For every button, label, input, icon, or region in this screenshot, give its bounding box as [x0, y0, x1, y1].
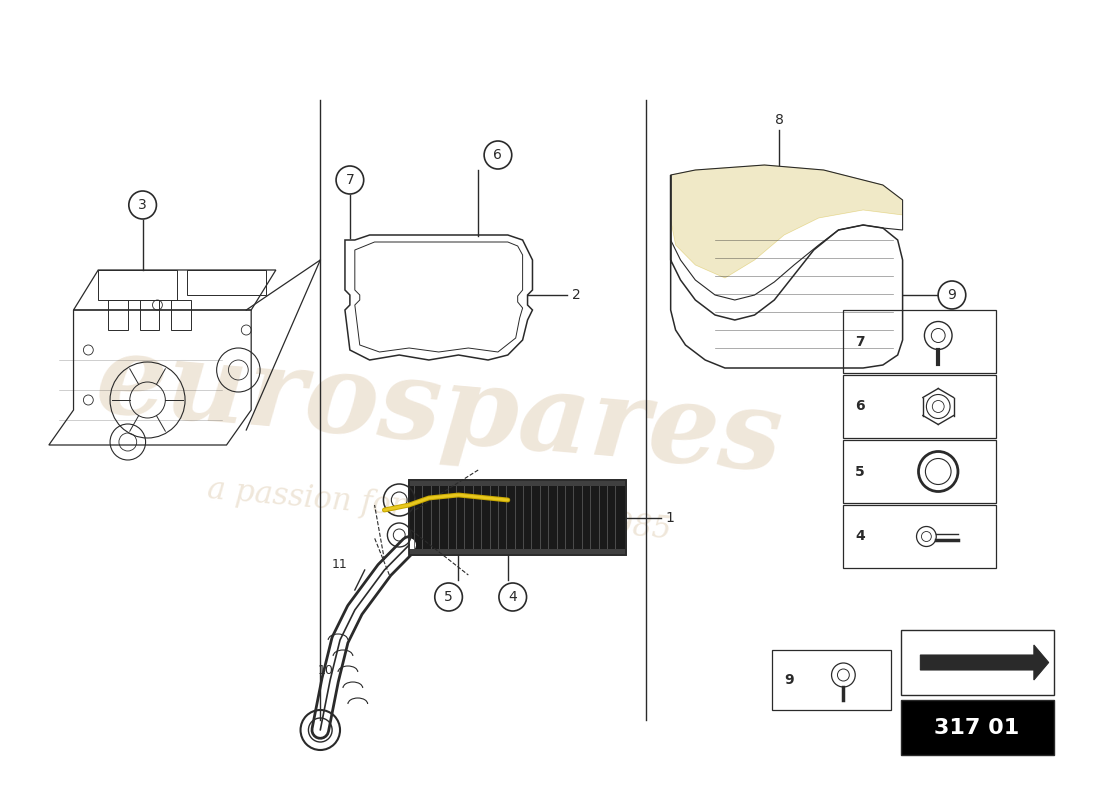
Text: 2: 2 — [572, 288, 581, 302]
Text: 317 01: 317 01 — [935, 718, 1020, 738]
Bar — [409, 549, 626, 555]
Bar — [901, 700, 1054, 755]
Text: eurospares: eurospares — [91, 326, 786, 494]
Bar — [844, 505, 997, 568]
Bar — [409, 480, 626, 486]
Text: 5: 5 — [444, 590, 453, 604]
Text: 8: 8 — [774, 113, 783, 127]
Bar — [844, 310, 997, 373]
Bar — [772, 650, 891, 710]
Polygon shape — [671, 165, 903, 278]
Text: 4: 4 — [508, 590, 517, 604]
Text: 4: 4 — [855, 530, 865, 543]
Circle shape — [484, 141, 512, 169]
Bar — [409, 480, 626, 555]
Text: 9: 9 — [784, 673, 794, 687]
Bar — [844, 440, 997, 503]
Text: 11: 11 — [332, 558, 348, 571]
Bar — [409, 480, 626, 555]
Text: 7: 7 — [855, 334, 865, 349]
Text: 1: 1 — [666, 510, 674, 525]
Bar — [844, 375, 997, 438]
Circle shape — [938, 281, 966, 309]
Circle shape — [129, 191, 156, 219]
Text: 6: 6 — [855, 399, 865, 414]
Polygon shape — [921, 645, 1048, 680]
Circle shape — [337, 166, 364, 194]
Circle shape — [499, 583, 527, 611]
Text: 9: 9 — [947, 288, 956, 302]
Text: 7: 7 — [345, 173, 354, 187]
Circle shape — [434, 583, 462, 611]
Text: 5: 5 — [855, 465, 865, 478]
Text: 3: 3 — [139, 198, 147, 212]
Text: 10: 10 — [317, 663, 333, 677]
Text: 6: 6 — [494, 148, 503, 162]
Text: a passion for parts since 1985: a passion for parts since 1985 — [206, 474, 672, 546]
Bar — [901, 630, 1054, 695]
